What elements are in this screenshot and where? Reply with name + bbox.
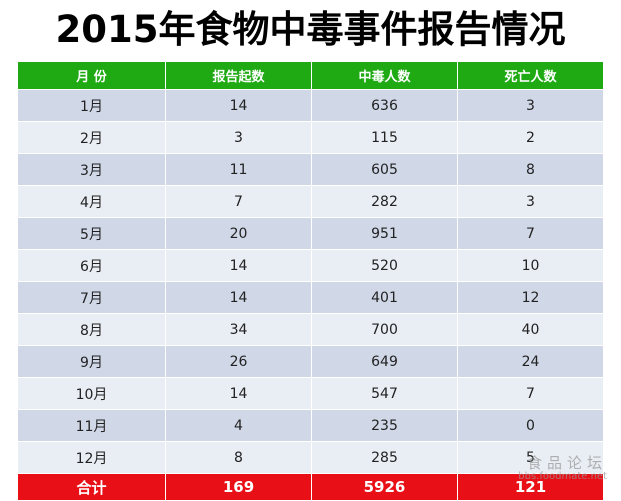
table-row: 7月 14 401 12: [17, 281, 604, 314]
cell-deaths: 3: [457, 89, 604, 122]
cell-poisoned: 636: [311, 89, 458, 122]
cell-month: 2月: [17, 121, 166, 154]
cell-reports: 14: [165, 377, 312, 410]
cell-month: 1月: [17, 89, 166, 122]
cell-deaths: 7: [457, 377, 604, 410]
cell-month: 11月: [17, 409, 166, 442]
cell-deaths: 12: [457, 281, 604, 314]
cell-reports: 3: [165, 121, 312, 154]
table-row: 3月 11 605 8: [17, 153, 604, 186]
cell-poisoned: 115: [311, 121, 458, 154]
cell-reports: 20: [165, 217, 312, 250]
cell-poisoned: 700: [311, 313, 458, 346]
cell-reports: 14: [165, 281, 312, 314]
cell-reports: 14: [165, 249, 312, 282]
cell-poisoned: 401: [311, 281, 458, 314]
table-row: 11月 4 235 0: [17, 409, 604, 442]
cell-poisoned: 649: [311, 345, 458, 378]
cell-poisoned: 285: [311, 441, 458, 474]
header-reports: 报告起数: [165, 61, 312, 90]
cell-deaths: 24: [457, 345, 604, 378]
cell-deaths: 40: [457, 313, 604, 346]
header-deaths: 死亡人数: [457, 61, 604, 90]
cell-reports: 7: [165, 185, 312, 218]
cell-month: 10月: [17, 377, 166, 410]
cell-deaths: 8: [457, 153, 604, 186]
cell-reports: 11: [165, 153, 312, 186]
cell-deaths: 5: [457, 441, 604, 474]
total-row: 合计 169 5926 121: [17, 473, 604, 501]
cell-deaths: 3: [457, 185, 604, 218]
cell-month: 4月: [17, 185, 166, 218]
cell-poisoned: 605: [311, 153, 458, 186]
cell-month: 12月: [17, 441, 166, 474]
table-row: 12月 8 285 5: [17, 441, 604, 474]
cell-poisoned: 282: [311, 185, 458, 218]
cell-month: 9月: [17, 345, 166, 378]
page-title: 2015年食物中毒事件报告情况: [55, 8, 566, 51]
cell-reports: 4: [165, 409, 312, 442]
table-row: 4月 7 282 3: [17, 185, 604, 218]
total-poisoned: 5926: [311, 473, 458, 501]
cell-month: 8月: [17, 313, 166, 346]
cell-deaths: 0: [457, 409, 604, 442]
header-month: 月 份: [17, 61, 166, 90]
cell-month: 7月: [17, 281, 166, 314]
food-poisoning-table: 月 份 报告起数 中毒人数 死亡人数 1月 14 636 3 2月 3 115 2 3月 11 60…: [17, 61, 604, 501]
table-row: 10月 14 547 7: [17, 377, 604, 410]
cell-reports: 8: [165, 441, 312, 474]
table-row: 9月 26 649 24: [17, 345, 604, 378]
total-reports: 169: [165, 473, 312, 501]
cell-poisoned: 547: [311, 377, 458, 410]
cell-reports: 14: [165, 89, 312, 122]
total-deaths: 121: [457, 473, 604, 501]
cell-deaths: 10: [457, 249, 604, 282]
table-row: 6月 14 520 10: [17, 249, 604, 282]
cell-reports: 26: [165, 345, 312, 378]
table-row: 8月 34 700 40: [17, 313, 604, 346]
table-header-row: 月 份 报告起数 中毒人数 死亡人数: [17, 61, 604, 90]
table-row: 2月 3 115 2: [17, 121, 604, 154]
cell-month: 6月: [17, 249, 166, 282]
total-label: 合计: [17, 473, 166, 501]
header-poisoned: 中毒人数: [311, 61, 458, 90]
cell-deaths: 2: [457, 121, 604, 154]
cell-month: 5月: [17, 217, 166, 250]
table-row: 5月 20 951 7: [17, 217, 604, 250]
cell-poisoned: 951: [311, 217, 458, 250]
cell-poisoned: 520: [311, 249, 458, 282]
cell-poisoned: 235: [311, 409, 458, 442]
cell-deaths: 7: [457, 217, 604, 250]
cell-reports: 34: [165, 313, 312, 346]
cell-month: 3月: [17, 153, 166, 186]
table-row: 1月 14 636 3: [17, 89, 604, 122]
